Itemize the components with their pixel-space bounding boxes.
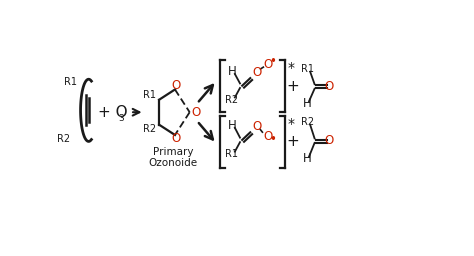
Text: H: H [228, 65, 237, 78]
Text: *: * [287, 117, 294, 131]
Text: +: + [286, 134, 299, 149]
Text: Primary: Primary [153, 147, 193, 157]
Text: R1: R1 [144, 90, 156, 100]
Text: O: O [172, 132, 181, 145]
Text: O: O [263, 58, 273, 71]
Text: O: O [325, 134, 334, 147]
Text: •: • [270, 133, 276, 146]
Text: O: O [172, 79, 181, 92]
Text: R2: R2 [225, 95, 238, 105]
Text: Ozonoide: Ozonoide [148, 158, 198, 168]
Text: O: O [252, 120, 262, 133]
Text: O: O [263, 130, 273, 143]
Text: R1: R1 [301, 65, 314, 74]
Text: O: O [325, 80, 334, 93]
Text: +: + [286, 79, 299, 94]
Text: R2: R2 [57, 134, 71, 144]
Text: R2: R2 [301, 118, 314, 127]
Text: O: O [191, 106, 201, 119]
Text: R1: R1 [225, 149, 237, 159]
Text: *: * [287, 61, 294, 75]
Text: 3: 3 [119, 114, 125, 123]
Text: + O: + O [98, 105, 128, 120]
Text: R1: R1 [64, 77, 77, 87]
Text: R2: R2 [144, 124, 156, 134]
Text: H: H [303, 97, 311, 110]
Text: •: • [270, 55, 276, 68]
Text: H: H [303, 152, 311, 165]
Text: O: O [252, 66, 262, 79]
Text: H: H [228, 119, 237, 132]
